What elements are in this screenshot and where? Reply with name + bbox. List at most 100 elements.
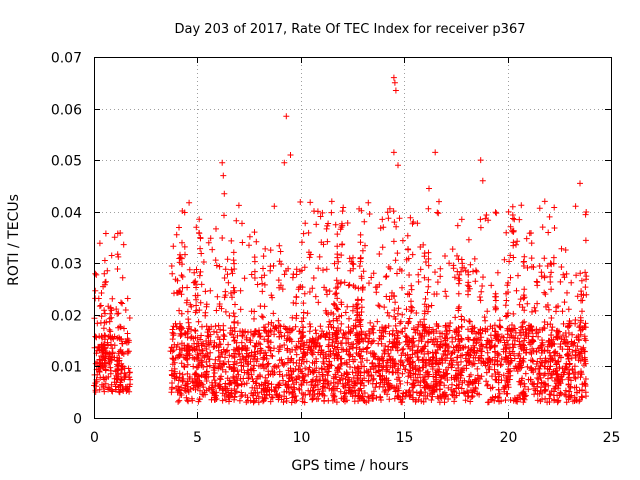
- data-point: [219, 397, 226, 404]
- data-point: [458, 323, 465, 330]
- data-point: [464, 388, 470, 395]
- data-point: [530, 381, 537, 388]
- data-point: [376, 303, 383, 310]
- data-point: [98, 313, 105, 320]
- data-point: [256, 330, 263, 337]
- data-point: [282, 325, 289, 332]
- data-point: [239, 333, 246, 340]
- data-point: [534, 300, 541, 307]
- data-point: [524, 363, 531, 370]
- data-point: [126, 315, 133, 321]
- data-point: [297, 343, 304, 350]
- data-point: [251, 254, 258, 261]
- data-point: [512, 325, 518, 332]
- data-point: [530, 369, 537, 376]
- data-point: [193, 266, 200, 273]
- data-point: [569, 331, 576, 338]
- data-point: [359, 247, 366, 254]
- data-point: [454, 252, 460, 259]
- data-point: [267, 267, 274, 274]
- data-point: [269, 394, 276, 401]
- data-point: [207, 331, 214, 338]
- data-point: [117, 381, 124, 388]
- data-point: [558, 245, 565, 252]
- data-point: [193, 371, 200, 378]
- data-point: [206, 356, 213, 363]
- data-point: [179, 371, 186, 378]
- data-point: [475, 329, 482, 336]
- data-point: [101, 270, 108, 277]
- data-point: [300, 300, 307, 307]
- data-point: [119, 274, 126, 281]
- data-point: [237, 328, 243, 335]
- data-point: [267, 247, 274, 254]
- data-point: [562, 247, 569, 253]
- data-point: [251, 342, 258, 349]
- data-point: [254, 355, 261, 362]
- data-point: [312, 293, 319, 300]
- data-point: [560, 320, 567, 327]
- data-point: [323, 266, 330, 273]
- data-point: [297, 268, 303, 275]
- data-point: [483, 369, 490, 376]
- data-point: [252, 343, 259, 350]
- x-tick-label: 5: [193, 430, 202, 446]
- data-point: [510, 397, 517, 404]
- data-point: [377, 225, 384, 232]
- data-point: [573, 272, 580, 279]
- data-point: [243, 399, 250, 406]
- data-point: [424, 339, 431, 346]
- data-point: [533, 330, 540, 337]
- data-point: [175, 398, 182, 405]
- data-point: [476, 294, 483, 300]
- data-point: [408, 282, 415, 289]
- data-point: [299, 324, 306, 331]
- data-point: [210, 344, 217, 350]
- data-point: [390, 208, 397, 215]
- data-point: [272, 388, 278, 395]
- data-point: [395, 365, 402, 372]
- data-point: [527, 376, 534, 383]
- data-point: [415, 271, 422, 278]
- data-point: [409, 335, 416, 342]
- data-point: [96, 347, 103, 354]
- data-point: [92, 270, 99, 277]
- data-point: [420, 398, 427, 405]
- data-point: [365, 393, 372, 400]
- data-point: [379, 216, 386, 223]
- data-point: [484, 308, 491, 315]
- data-point: [278, 396, 285, 403]
- data-point: [508, 332, 515, 339]
- data-point: [449, 381, 455, 388]
- data-point: [374, 284, 381, 290]
- data-point: [470, 337, 477, 344]
- data-point: [376, 251, 383, 257]
- data-point: [300, 391, 307, 398]
- data-point: [418, 334, 425, 341]
- data-point: [521, 318, 528, 325]
- data-point: [412, 329, 419, 336]
- data-point: [196, 396, 203, 403]
- data-point: [533, 278, 540, 285]
- data-point: [466, 318, 473, 325]
- data-point: [405, 343, 412, 350]
- data-point: [487, 358, 494, 365]
- data-point: [275, 348, 282, 355]
- data-point: [328, 209, 335, 216]
- data-point: [458, 385, 465, 392]
- data-point: [267, 371, 274, 378]
- data-point: [271, 345, 277, 352]
- data-point: [442, 322, 449, 329]
- data-point: [183, 381, 190, 388]
- data-point: [428, 302, 435, 309]
- data-point: [483, 212, 490, 218]
- data-point: [451, 349, 458, 355]
- data-point: [297, 199, 304, 205]
- data-point: [448, 386, 455, 393]
- data-point: [392, 322, 399, 329]
- data-point: [574, 343, 581, 350]
- data-point: [98, 333, 105, 340]
- data-point: [174, 277, 181, 284]
